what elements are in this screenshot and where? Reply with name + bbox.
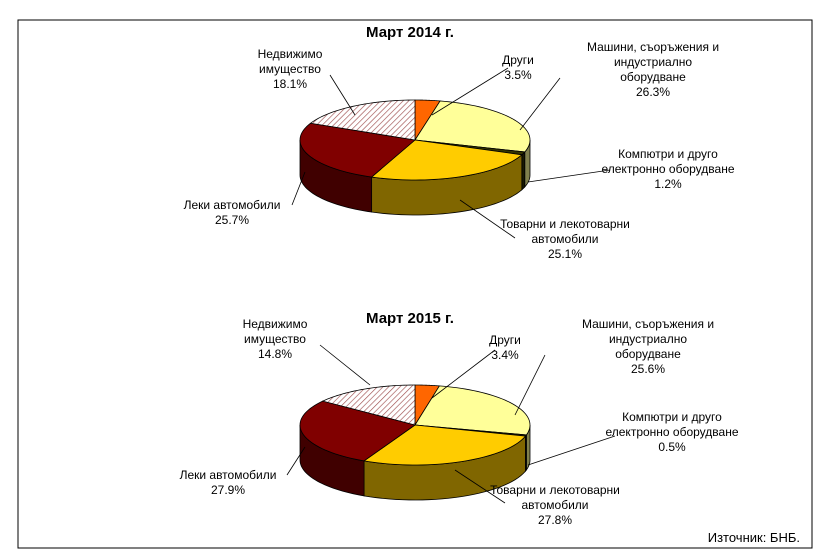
data-label: Други 3.4% <box>475 333 535 363</box>
frame <box>17 19 813 549</box>
value-label: 27.8% <box>537 513 573 527</box>
value-label: 25.6% <box>630 362 666 376</box>
leader-line <box>459 199 516 239</box>
chart-title: Март 2014 г. <box>366 24 454 41</box>
category-label: Компютри и друго електронно оборудване <box>601 147 735 176</box>
category-label: Леки автомобили <box>179 468 277 482</box>
value-label: 25.7% <box>214 213 250 227</box>
data-label: Други 3.5% <box>488 53 548 83</box>
data-label: Компютри и друго електронно оборудване 1.… <box>593 147 743 192</box>
slice <box>363 424 527 466</box>
leader-line <box>286 446 306 476</box>
data-label: Леки автомобили 25.7% <box>172 198 292 228</box>
leader-line <box>519 77 561 131</box>
data-label: Машини, съоръжения и индустриално оборуд… <box>583 40 723 100</box>
leader-line <box>319 344 371 386</box>
slice <box>370 139 523 181</box>
category-label: Машини, съоръжения и индустриално оборуд… <box>586 40 720 84</box>
category-label: Компютри и друго електронно оборудване <box>605 410 739 439</box>
leader-line <box>329 74 356 116</box>
chart-title: Март 2015 г. <box>366 310 454 327</box>
value-label: 27.9% <box>210 483 246 497</box>
slice <box>299 400 416 462</box>
slice <box>414 385 531 436</box>
category-label: Машини, съоръжения и индустриално оборуд… <box>581 317 715 361</box>
category-label: Леки автомобили <box>183 198 281 212</box>
slice <box>309 99 416 141</box>
value-label: 26.3% <box>635 85 671 99</box>
leader-line <box>431 67 509 116</box>
category-label: Товарни и лекотоварни автомобили <box>500 217 630 246</box>
category-label: Недвижимо имущество <box>257 47 323 76</box>
data-label: Товарни и лекотоварни автомобили 25.1% <box>490 217 640 262</box>
leader-line <box>527 169 611 183</box>
value-label: 14.8% <box>257 347 293 361</box>
leader-line <box>431 349 496 399</box>
leader-line <box>527 435 616 466</box>
source: Източник: БНБ. <box>707 530 800 545</box>
data-label: Недвижимо имущество 18.1% <box>245 47 335 92</box>
data-label: Товарни и лекотоварни автомобили 27.8% <box>480 483 630 528</box>
value-label: 18.1% <box>272 77 308 91</box>
category-label: Товарни и лекотоварни автомобили <box>490 483 620 512</box>
slice <box>414 100 531 153</box>
slice <box>321 384 416 426</box>
slice <box>299 122 416 178</box>
slice-side <box>521 150 526 191</box>
data-label: Машини, съоръжения и индустриално оборуд… <box>578 317 718 377</box>
category-label: Недвижимо имущество <box>242 317 308 346</box>
data-label: Леки автомобили 27.9% <box>168 468 288 498</box>
value-label: 3.4% <box>491 348 519 362</box>
leader-line <box>514 354 546 416</box>
data-label: Компютри и друго електронно оборудване 0.… <box>597 410 747 455</box>
category-label: Други <box>502 53 534 67</box>
value-label: 1.2% <box>654 177 682 191</box>
value-label: 3.5% <box>504 68 532 82</box>
leader-line <box>454 469 506 504</box>
leader-line <box>291 171 306 206</box>
data-label: Недвижимо имущество 14.8% <box>230 317 320 362</box>
value-label: 0.5% <box>658 440 686 454</box>
category-label: Други <box>489 333 521 347</box>
value-label: 25.1% <box>547 247 583 261</box>
